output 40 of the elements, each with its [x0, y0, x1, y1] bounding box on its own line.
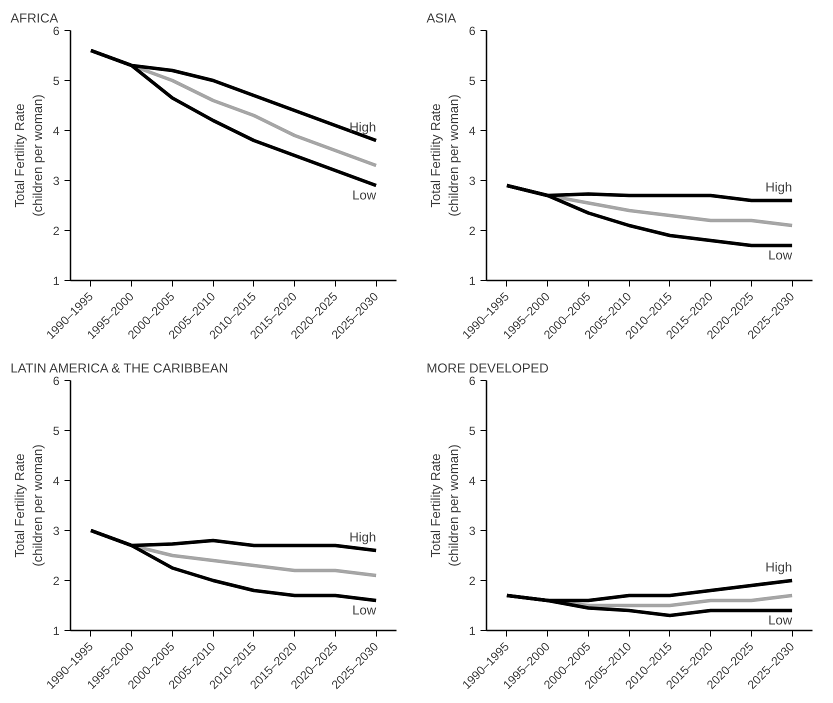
y-tick-label: 5: [468, 74, 476, 88]
y-tick-label: 4: [468, 124, 476, 138]
y-tick-label: 1: [468, 274, 476, 288]
y-tick-label: 6: [468, 24, 476, 38]
y-tick-label: 2: [52, 574, 60, 588]
y-tick-label: 4: [52, 124, 60, 138]
y-tick-label: 2: [468, 224, 476, 238]
y-tick-label: 1: [468, 624, 476, 638]
chart-title: LATIN AMERICA & THE CARIBBEAN: [10, 360, 228, 376]
chart-title: ASIA: [426, 10, 456, 26]
y-tick-label: 3: [468, 174, 476, 188]
y-axis-title: Total Fertility Rate (children per woman): [12, 94, 45, 217]
y-tick-label: 6: [468, 374, 476, 388]
y-tick-label: 6: [52, 24, 60, 38]
y-tick-label: 5: [52, 74, 60, 88]
y-tick-label: 3: [52, 174, 60, 188]
chart-title: MORE DEVELOPED: [426, 360, 549, 376]
y-tick-label: 4: [52, 474, 60, 488]
y-tick-label: 3: [468, 524, 476, 538]
series-label: Low: [768, 248, 793, 262]
series-label: High: [765, 560, 792, 574]
y-tick-label: 5: [468, 424, 476, 438]
y-axis-title: Total Fertility Rate (children per woman): [428, 94, 461, 217]
y-tick-label: 4: [468, 474, 476, 488]
y-tick-label: 5: [52, 424, 60, 438]
y-axis-title: Total Fertility Rate (children per woman): [12, 444, 45, 567]
y-tick-label: 6: [52, 374, 60, 388]
series-label: High: [349, 120, 376, 134]
y-tick-label: 2: [52, 224, 60, 238]
y-tick-label: 2: [468, 574, 476, 588]
series-label: Low: [352, 602, 377, 618]
series-label: High: [765, 180, 792, 194]
y-axis-title: Total Fertility Rate (children per woman): [428, 444, 461, 567]
y-tick-label: 1: [52, 274, 60, 288]
series-label: Low: [768, 612, 793, 628]
series-label: Low: [352, 188, 377, 202]
y-tick-label: 3: [52, 524, 60, 538]
series-label: High: [349, 530, 376, 544]
chart-title: AFRICA: [10, 10, 58, 26]
y-tick-label: 1: [52, 624, 60, 638]
